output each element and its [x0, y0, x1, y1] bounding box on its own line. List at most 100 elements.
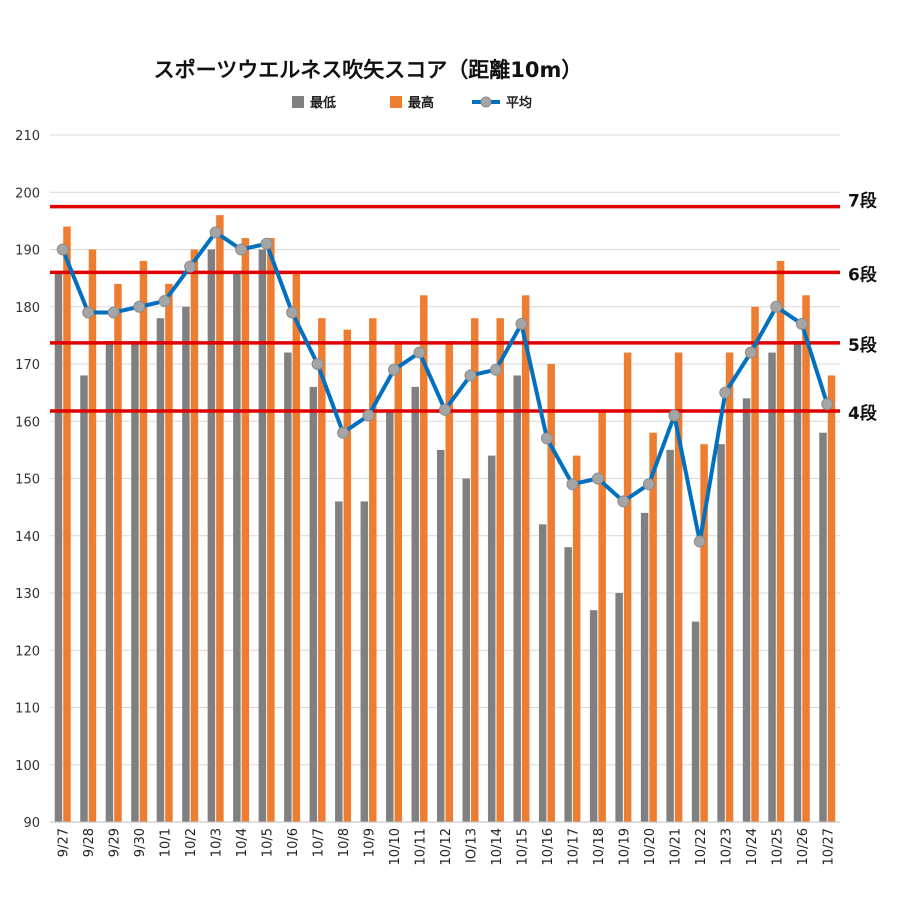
average-marker [821, 398, 834, 411]
x-tick-label: 10/12 [439, 828, 454, 865]
x-tick-label: 9/30 [133, 828, 148, 857]
gridlines [50, 134, 840, 823]
x-tick-label: 9/27 [57, 828, 72, 857]
bar-max [547, 364, 555, 822]
bar-min [309, 386, 318, 822]
x-tick-label: 10/14 [490, 828, 505, 865]
bar-min [182, 306, 190, 822]
average-marker [362, 409, 375, 422]
bar-max [827, 375, 836, 822]
x-tick-label: 10/6 [286, 828, 301, 857]
average-marker [184, 260, 197, 273]
bar-max [420, 295, 428, 822]
bar-max [470, 318, 479, 822]
average-marker [719, 386, 732, 399]
average-line [56, 226, 834, 548]
bar-max [369, 318, 377, 822]
bar-min [666, 449, 674, 822]
x-tick-label: 10/23 [719, 828, 734, 865]
bar-max [674, 352, 683, 822]
y-tick-label: 150 [15, 473, 40, 488]
legend-marker-avg [480, 96, 492, 108]
reference-line-label: 4段 [848, 403, 877, 424]
bar-max [445, 341, 453, 822]
x-tick-label: 10/20 [643, 828, 658, 865]
x-tick-label: 10/18 [592, 828, 607, 865]
y-tick-label: 210 [15, 129, 40, 144]
x-tick-label: 10/4 [235, 828, 250, 857]
y-tick-label: 130 [15, 587, 40, 602]
legend-label-max: 最高 [408, 95, 434, 111]
legend-swatch-min [292, 96, 304, 108]
reference-line-label: 5段 [848, 335, 877, 356]
x-tick-label: 10/7 [312, 828, 327, 857]
bar-min [54, 272, 63, 822]
y-axis: 90 100 110 120 130 140 150 160 170 180 190 200 210 [15, 129, 40, 831]
x-tick-label: 10/9 [363, 828, 378, 857]
y-tick-label: 90 [23, 816, 40, 831]
bar-min [284, 352, 292, 822]
bar-min [411, 386, 420, 822]
bar-max [267, 238, 275, 823]
x-axis: 9/27 9/28 9/29 9/30 10/1 10/2 10/3 10/4 10/5 10/6… [50, 821, 840, 865]
bar-max [318, 318, 326, 822]
average-marker [464, 369, 477, 382]
average-marker [209, 226, 222, 239]
bar-min [258, 249, 267, 822]
average-marker [566, 478, 579, 491]
x-tick-label: 10/19 [617, 828, 632, 865]
bar-min [538, 524, 547, 822]
x-tick-label: 10/8 [337, 828, 352, 857]
average-marker [158, 295, 171, 308]
bar-max [139, 260, 148, 822]
bar-max [649, 432, 657, 822]
bar-min [691, 621, 700, 822]
reference-lines: 7段 6段 5段 4段 [50, 191, 877, 424]
average-marker [489, 363, 502, 376]
legend-swatch-max [390, 96, 402, 108]
y-tick-label: 200 [15, 186, 40, 201]
bar-max [521, 295, 530, 822]
x-tick-label: 9/29 [108, 828, 123, 857]
average-marker [56, 243, 69, 256]
bar-max [165, 283, 173, 823]
x-tick-label: 10/27 [821, 828, 836, 865]
bar-max [572, 455, 581, 822]
bar-min [717, 444, 725, 822]
bars [54, 215, 836, 823]
bar-min [462, 478, 470, 822]
average-marker [515, 317, 528, 330]
y-tick-label: 190 [15, 244, 40, 259]
y-tick-label: 140 [15, 530, 40, 545]
average-marker [82, 306, 95, 319]
x-tick-label: 10/11 [414, 828, 429, 865]
bar-min [335, 501, 343, 822]
average-marker [693, 535, 706, 548]
x-tick-label: 10/1 [159, 828, 174, 857]
bar-min [487, 455, 496, 822]
y-tick-label: 180 [15, 301, 40, 316]
bar-min [615, 593, 623, 822]
chart-title: スポーツウエルネス吹矢スコア（距離10m） [154, 58, 583, 82]
bar-min [207, 249, 216, 822]
x-tick-label: 10/17 [566, 828, 581, 865]
bar-max [802, 295, 810, 822]
bar-min [386, 409, 394, 822]
average-marker [311, 358, 324, 370]
y-tick-label: 100 [15, 759, 40, 774]
bar-max [190, 249, 199, 822]
bar-max [700, 444, 708, 822]
bar-max [216, 215, 224, 822]
bar-min [589, 610, 598, 822]
average-marker [770, 300, 783, 313]
y-tick-label: 170 [15, 358, 40, 373]
reference-line-label: 7段 [848, 191, 877, 212]
bar-min [105, 341, 114, 822]
average-marker [413, 346, 426, 359]
average-marker [617, 495, 630, 508]
average-marker [337, 426, 350, 439]
bar-max [776, 260, 785, 822]
average-marker [540, 432, 553, 445]
average-marker [591, 472, 604, 485]
